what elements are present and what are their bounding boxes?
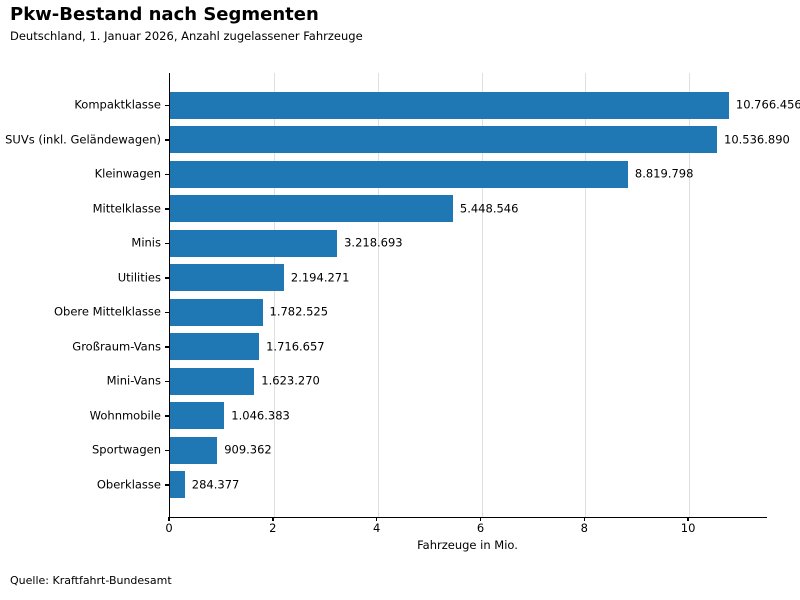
y-tick-label: SUVs (inkl. Geländewagen) xyxy=(5,132,161,147)
y-tick-mark xyxy=(165,415,169,417)
source-note: Quelle: Kraftfahrt-Bundesamt xyxy=(10,574,172,587)
x-tick-mark xyxy=(479,517,482,521)
y-tick-label: Mittelklasse xyxy=(92,201,161,216)
y-tick-label: Kleinwagen xyxy=(94,166,161,181)
bar-value-label: 10.766.456 xyxy=(735,97,800,112)
x-tick-mark xyxy=(168,517,170,521)
bar xyxy=(170,264,284,292)
y-tick-mark xyxy=(165,449,169,451)
y-tick-label: Großraum-Vans xyxy=(72,339,161,354)
bar-value-label: 5.448.546 xyxy=(459,201,519,216)
y-tick-mark xyxy=(165,208,169,210)
bar-value-label: 2.194.271 xyxy=(290,270,350,285)
y-tick-label: Oberklasse xyxy=(96,477,161,492)
bar xyxy=(170,126,717,154)
x-gridline xyxy=(377,73,379,517)
chart-subtitle: Deutschland, 1. Januar 2026, Anzahl zuge… xyxy=(10,29,363,43)
y-tick-mark xyxy=(165,242,169,244)
bar-value-label: 10.536.890 xyxy=(724,132,790,147)
x-axis-label: Fahrzeuge in Mio. xyxy=(417,538,518,552)
bar xyxy=(170,436,218,464)
y-tick-mark xyxy=(165,380,169,382)
bar xyxy=(170,333,260,361)
x-tick-label: 6 xyxy=(476,521,485,535)
bar-value-label: 3.218.693 xyxy=(344,235,403,250)
bar xyxy=(170,195,453,223)
x-gridline xyxy=(273,73,275,517)
x-tick-mark xyxy=(375,517,378,521)
y-tick-mark xyxy=(165,173,169,175)
bar-value-label: 1.623.270 xyxy=(261,373,320,388)
y-tick-mark xyxy=(165,104,169,106)
plot-area: 10.766.456 10.536.890 8.819.798 5.448.546 3.… xyxy=(169,73,800,518)
chart-title: Pkw-Bestand nach Segmenten xyxy=(10,4,319,25)
y-tick-mark xyxy=(165,277,169,279)
y-tick-mark xyxy=(165,346,169,348)
bar xyxy=(170,229,338,257)
bar xyxy=(170,471,185,499)
y-tick-label: Mini-Vans xyxy=(106,373,161,388)
bar-value-label: 284.377 xyxy=(191,477,240,492)
x-tick-label: 2 xyxy=(269,521,277,535)
bar-value-label: 1.782.525 xyxy=(269,304,329,319)
x-tick-label: 4 xyxy=(373,521,381,535)
bar-value-label: 8.819.798 xyxy=(634,166,694,181)
bar xyxy=(170,160,628,188)
bar-value-label: 1.716.657 xyxy=(266,339,325,354)
y-tick-label: Obere Mittelklasse xyxy=(54,304,161,319)
x-tick-mark xyxy=(272,517,274,521)
y-tick-mark xyxy=(165,484,169,486)
x-tick-label: 8 xyxy=(580,521,588,535)
x-tick-label: 10 xyxy=(680,521,696,535)
y-tick-label: Kompaktklasse xyxy=(74,97,161,112)
y-tick-mark xyxy=(165,311,169,313)
y-tick-label: Sportwagen xyxy=(92,442,161,457)
bar xyxy=(170,298,263,326)
x-gridline xyxy=(689,73,691,517)
bar-value-label: 909.362 xyxy=(224,442,272,457)
y-tick-label: Utilities xyxy=(117,270,161,285)
bar xyxy=(170,367,255,395)
x-tick-mark xyxy=(687,517,689,521)
y-tick-label: Minis xyxy=(131,235,161,250)
x-gridline xyxy=(481,73,483,517)
x-tick-mark xyxy=(583,517,586,521)
x-tick-label: 0 xyxy=(165,521,173,535)
bar xyxy=(170,402,225,430)
y-tick-label: Wohnmobile xyxy=(89,408,161,423)
bar xyxy=(170,91,729,119)
y-tick-mark xyxy=(165,139,169,141)
x-gridline xyxy=(585,73,587,517)
bar-value-label: 1.046.383 xyxy=(231,408,290,423)
